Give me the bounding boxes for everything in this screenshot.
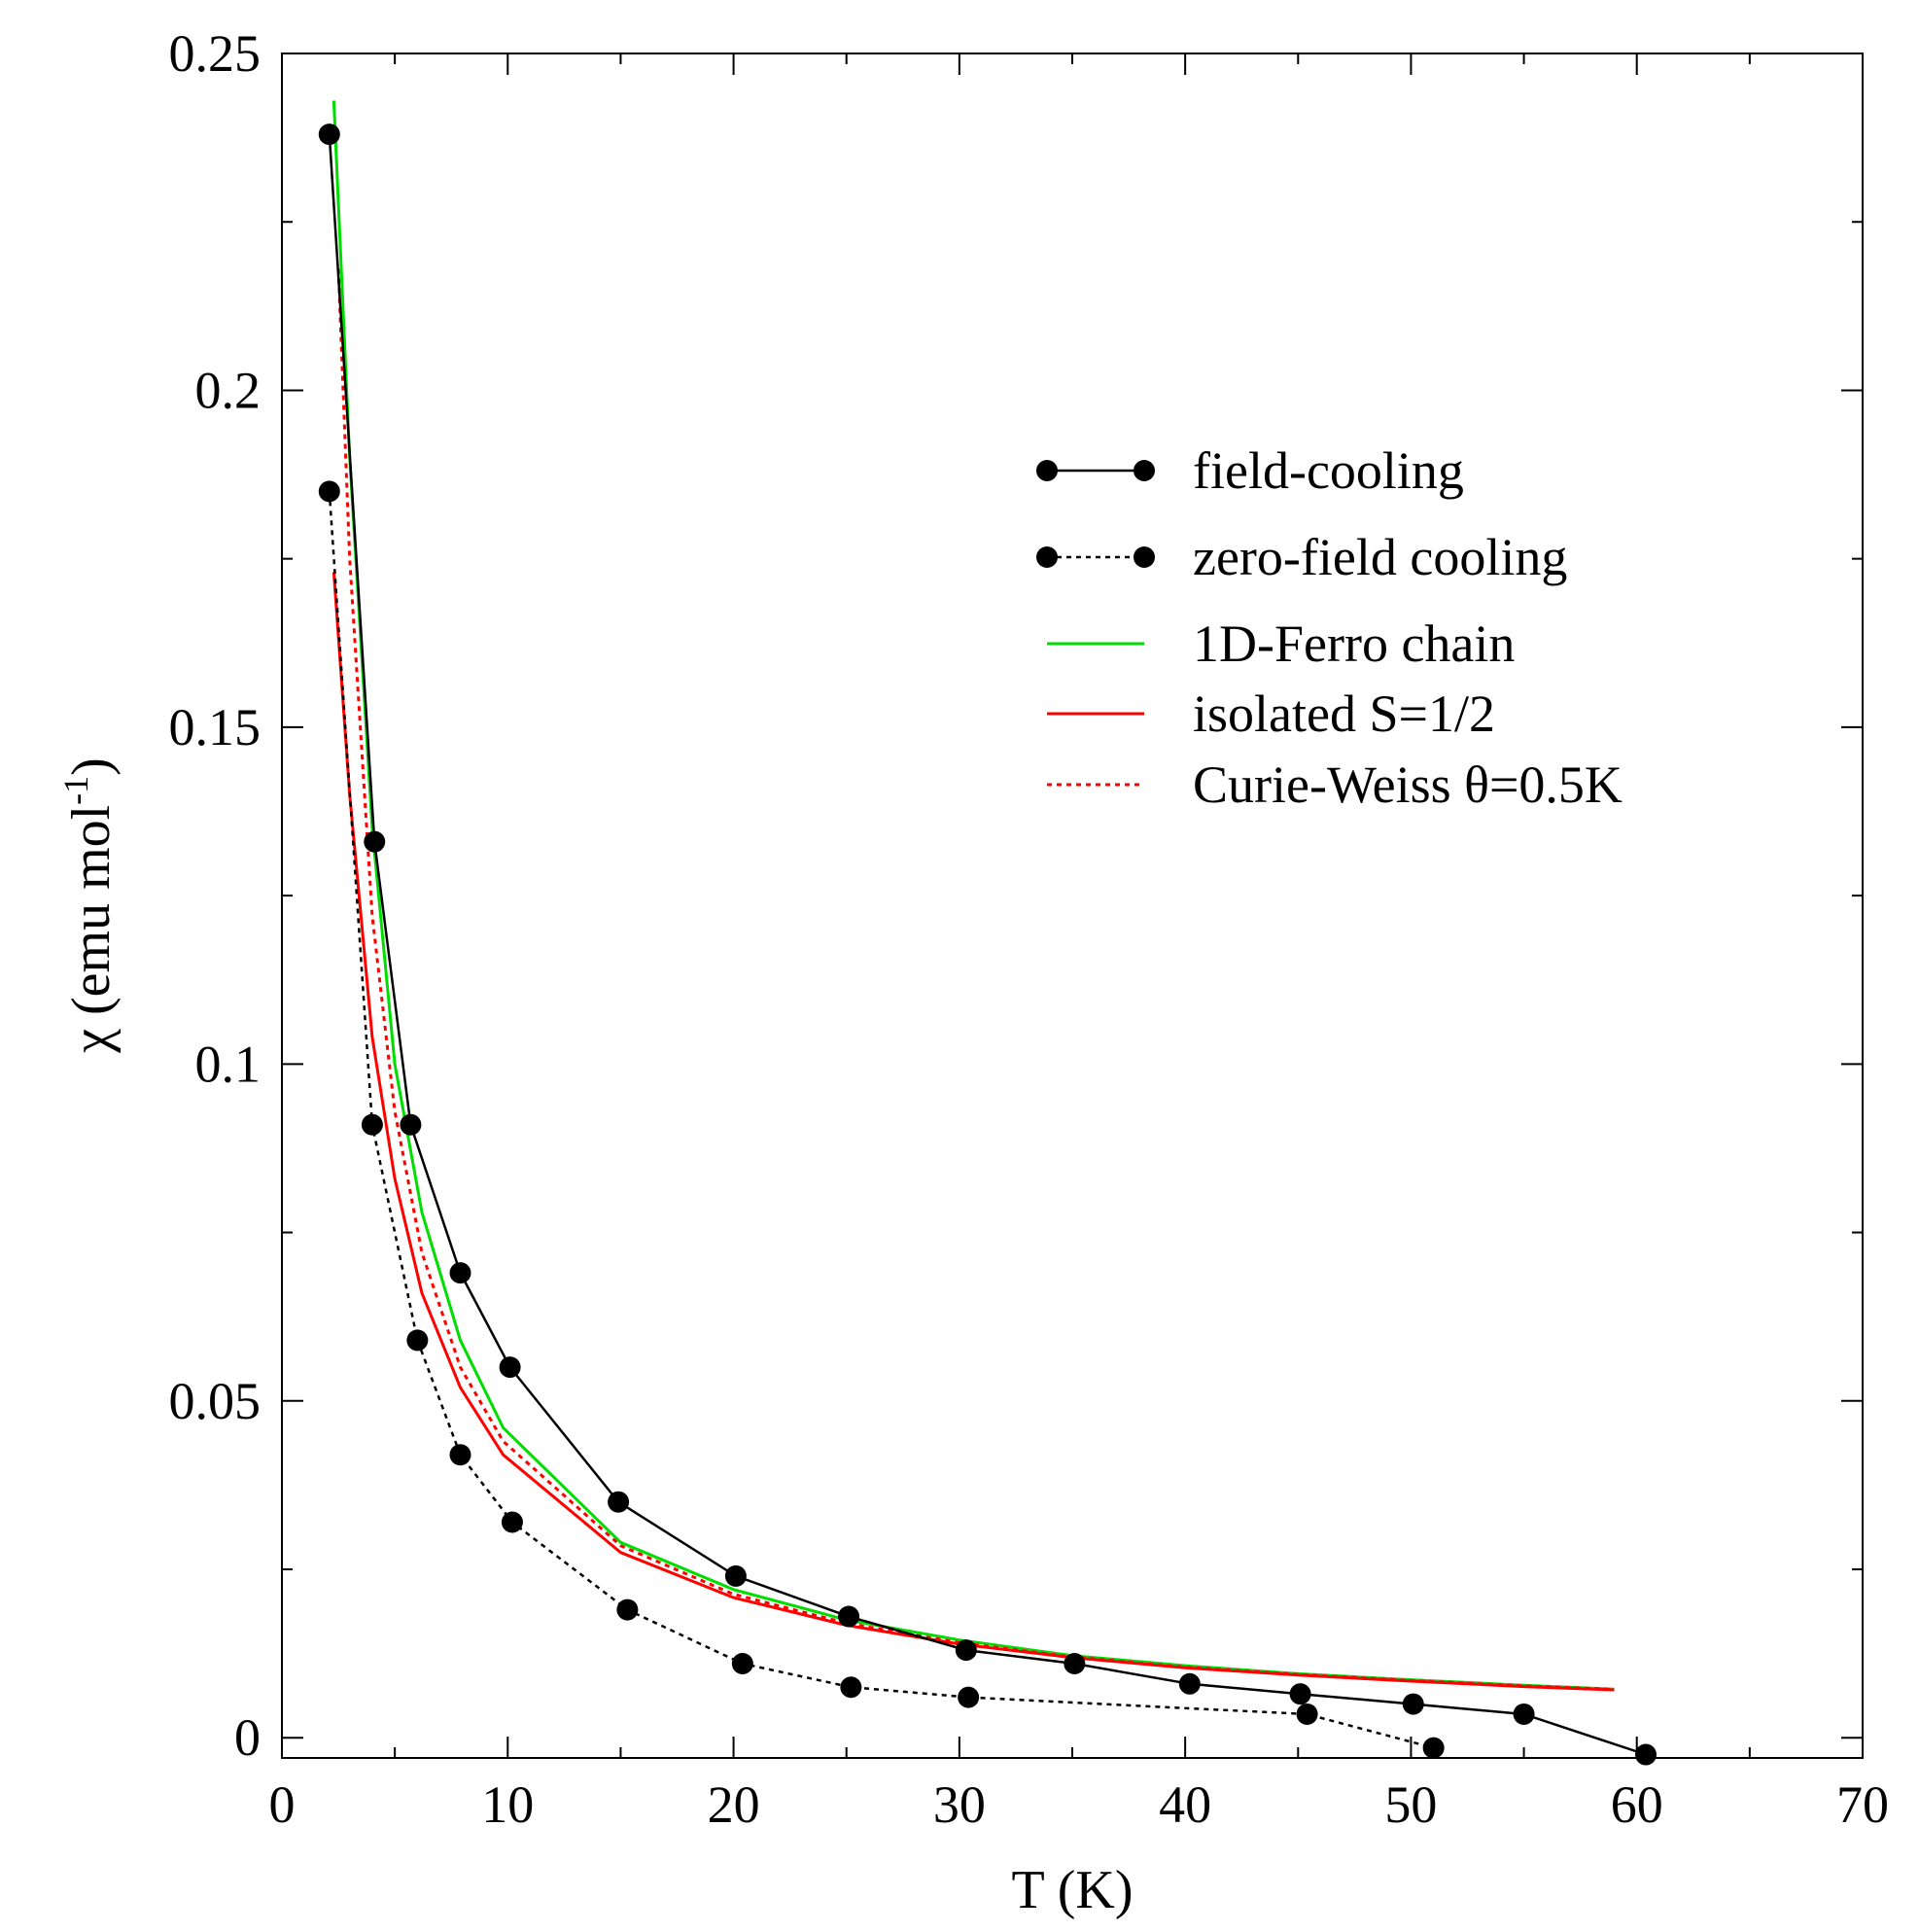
y-tick-label: 0.15 [169, 698, 262, 756]
series-line-curie-weiss-0-5k [336, 268, 1615, 1691]
data-point-zero-field-cooling [731, 1652, 753, 1674]
data-point-field-cooling [1289, 1683, 1311, 1705]
x-tick-label: 70 [1836, 1775, 1889, 1834]
y-tick-label: 0 [234, 1708, 261, 1767]
data-point-field-cooling [499, 1356, 521, 1379]
x-tick-label: 30 [933, 1775, 986, 1834]
data-point-zero-field-cooling [449, 1444, 471, 1466]
x-tick-label: 10 [481, 1775, 534, 1834]
data-point-field-cooling [449, 1262, 471, 1284]
data-point-zero-field-cooling [1422, 1737, 1445, 1759]
legend-entry-zero-field-cooling: zero-field cooling [1036, 528, 1567, 586]
legend-entry-field-cooling: field-cooling [1036, 441, 1464, 500]
axis-ticks: 0 10 20 30 40 50 60 70 0 0.05 0.1 0.15 0.2 0.25 [169, 24, 1890, 1834]
data-point-field-cooling [1402, 1693, 1424, 1715]
x-tick-label: 20 [708, 1775, 760, 1834]
y-axis-title-close: ) [61, 757, 122, 776]
data-point-field-cooling [1513, 1703, 1535, 1725]
series-zero-field-cooling [318, 480, 1445, 1759]
data-point-zero-field-cooling [406, 1329, 429, 1352]
y-tick-label: 0.2 [195, 361, 262, 419]
data-point-zero-field-cooling [318, 480, 340, 503]
series-curie-weiss-0-5k [336, 268, 1615, 1691]
data-point-field-cooling [1064, 1652, 1086, 1674]
data-point-field-cooling [1635, 1743, 1657, 1766]
series-layer [318, 100, 1657, 1766]
x-axis-title: T (K) [1012, 1860, 1134, 1920]
data-point-zero-field-cooling [501, 1511, 523, 1533]
series-line-field-cooling [328, 134, 1647, 1756]
legend-label: field-cooling [1193, 441, 1464, 500]
data-point-field-cooling [838, 1605, 860, 1628]
y-axis-title-main: χ (emu mol [61, 805, 122, 1054]
legend-marker [1036, 460, 1058, 481]
data-point-field-cooling [724, 1564, 747, 1587]
legend-label: isolated S=1/2 [1193, 685, 1495, 743]
y-tick-label: 0.05 [169, 1372, 262, 1430]
series-line-1d-ferro-chain [331, 100, 1615, 1691]
legend-label: 1D-Ferro chain [1193, 615, 1515, 673]
legend: field-cooling zero-field cooling 1D-Ferro … [1036, 441, 1622, 814]
y-tick-label: 0.1 [195, 1035, 262, 1093]
data-point-zero-field-cooling [616, 1598, 639, 1621]
legend-marker [1134, 546, 1155, 568]
legend-entry-1d-ferro-chain: 1D-Ferro chain [1047, 615, 1515, 673]
plot-frame [281, 53, 1864, 1759]
x-tick-label: 60 [1611, 1775, 1663, 1834]
legend-label: Curie-Weiss θ=0.5K [1193, 755, 1622, 814]
legend-entry-curie-weiss-0-5k: Curie-Weiss θ=0.5K [1047, 755, 1622, 814]
legend-label: zero-field cooling [1193, 528, 1567, 586]
data-point-zero-field-cooling [958, 1686, 980, 1708]
x-tick-label: 50 [1384, 1775, 1437, 1834]
data-point-field-cooling [1178, 1672, 1201, 1695]
data-point-zero-field-cooling [840, 1676, 862, 1699]
series-1d-ferro-chain [331, 100, 1615, 1691]
data-point-field-cooling [400, 1113, 422, 1136]
data-point-zero-field-cooling [1296, 1703, 1318, 1725]
data-point-zero-field-cooling [361, 1113, 383, 1136]
x-tick-label: 0 [269, 1775, 296, 1834]
data-point-field-cooling [608, 1491, 630, 1513]
legend-entry-isolated-s-1-2: isolated S=1/2 [1047, 685, 1495, 743]
legend-marker [1036, 546, 1058, 568]
y-tick-label: 0.25 [169, 24, 262, 83]
series-field-cooling [318, 123, 1657, 1766]
y-axis-title-superscript: -1 [56, 776, 95, 805]
y-axis-title: χ (emu mol-1) [56, 757, 122, 1054]
x-tick-label: 40 [1159, 1775, 1211, 1834]
data-point-field-cooling [318, 123, 340, 146]
data-point-field-cooling [955, 1639, 977, 1662]
data-point-field-cooling [364, 830, 386, 853]
legend-marker [1134, 460, 1155, 481]
series-line-zero-field-cooling [328, 491, 1435, 1749]
